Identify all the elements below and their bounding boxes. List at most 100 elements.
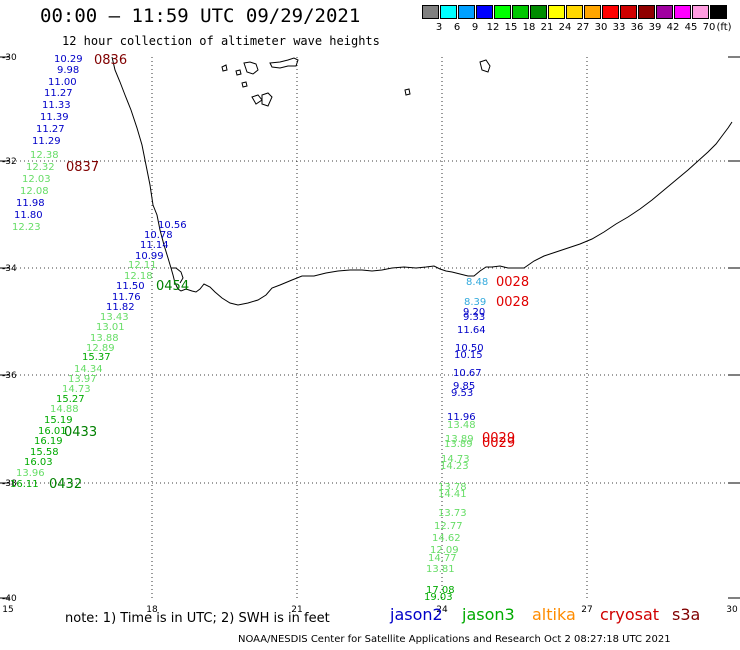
island — [269, 57, 299, 69]
legend-swatch — [710, 5, 727, 19]
credit-line: NOAA/NESDIS Center for Satellite Applica… — [238, 634, 671, 645]
wave-height-label: 11.00 — [48, 77, 77, 88]
wave-height-label: 10.67 — [453, 368, 482, 379]
satellite-name: jason3 — [462, 605, 515, 624]
wave-height-label: 11.82 — [106, 302, 135, 313]
legend-swatch — [566, 5, 583, 19]
wave-height-label: 13.81 — [426, 564, 455, 575]
lat-tick-label: -40 — [2, 594, 17, 604]
wave-height-label: 11.14 — [140, 240, 169, 251]
wave-height-label: 11.33 — [42, 100, 71, 111]
legend-swatch — [656, 5, 673, 19]
wave-height-label: 14.73 — [441, 454, 470, 465]
legend-swatch-label: 30 — [594, 22, 608, 33]
lon-tick-label: 24 — [436, 605, 448, 615]
legend-swatch-label: 27 — [576, 22, 590, 33]
lat-tick-label: -38 — [2, 479, 17, 489]
wave-height-label: 11.64 — [457, 325, 486, 336]
wave-height-label: 16.11 — [10, 479, 39, 490]
wave-height-label: 14.23 — [440, 461, 469, 472]
time-tag: 0028 — [496, 295, 529, 310]
time-tag: 0836 — [94, 53, 127, 68]
legend-swatch-label: 3 — [435, 22, 443, 33]
wave-height-label: 12.08 — [20, 186, 49, 197]
legend-swatch — [476, 5, 493, 19]
legend-swatch — [458, 5, 475, 19]
wave-height-label: 10.56 — [158, 220, 187, 231]
wave-height-label: 14.62 — [432, 533, 461, 544]
island — [241, 81, 248, 88]
wave-height-label: 14.88 — [50, 404, 79, 415]
wave-height-label: 8.39 — [464, 297, 486, 308]
wave-height-label: 10.50 — [455, 343, 484, 354]
wave-height-label: 11.50 — [116, 281, 145, 292]
wave-height-label: 15.58 — [30, 447, 59, 458]
legend-swatch — [602, 5, 619, 19]
satellite-name: s3a — [672, 605, 701, 624]
legend-swatch — [422, 5, 439, 19]
time-tag: 0028 — [496, 275, 529, 290]
legend-swatch — [638, 5, 655, 19]
wave-height-label: 11.80 — [14, 210, 43, 221]
island — [251, 94, 263, 105]
satellite-name: jason2 — [390, 605, 443, 624]
wave-height-label: 15.27 — [56, 394, 85, 405]
island — [261, 92, 273, 107]
wave-height-label: 13.89 — [444, 439, 473, 450]
wave-height-label: 13.78 — [438, 482, 467, 493]
wave-height-label: 11.76 — [112, 292, 141, 303]
wave-height-label: 16.03 — [24, 457, 53, 468]
island — [235, 69, 242, 76]
wave-height-label: 14.77 — [428, 553, 457, 564]
island — [221, 64, 228, 72]
legend-swatch-label: 6 — [453, 22, 461, 33]
time-tag: 0029 — [482, 436, 515, 451]
wave-height-label: 16.19 — [34, 436, 63, 447]
legend-swatch-label: 15 — [504, 22, 518, 33]
legend-swatch — [440, 5, 457, 19]
wave-height-label: 13.48 — [447, 420, 476, 431]
lat-tick-label: -36 — [2, 371, 17, 381]
wave-height-label: 11.27 — [44, 88, 73, 99]
legend-swatch-label: 70 — [702, 22, 716, 33]
legend-swatch-label: 36 — [630, 22, 644, 33]
wave-height-label: 15.19 — [44, 415, 73, 426]
lat-tick-label: -30 — [2, 53, 17, 63]
wave-height-label: 14.73 — [62, 384, 91, 395]
lon-tick-label: 27 — [581, 605, 592, 615]
legend-swatch-label: 39 — [648, 22, 662, 33]
wave-height-label: 13.89 — [445, 434, 474, 445]
legend-swatch-label: 12 — [486, 22, 500, 33]
wave-height-label: 12.23 — [12, 222, 41, 233]
island — [243, 61, 259, 75]
wave-height-label: 12.03 — [22, 174, 51, 185]
wave-height-label: 11.29 — [32, 136, 61, 147]
wave-height-label: 14.34 — [74, 364, 103, 375]
wave-height-label: 12.77 — [434, 521, 463, 532]
coastline-path — [111, 56, 733, 306]
wave-height-label: 11.39 — [40, 112, 69, 123]
wave-height-label: 14.41 — [438, 489, 467, 500]
wave-height-label: 9.85 — [453, 381, 475, 392]
wave-height-label: 8.48 — [466, 277, 488, 288]
wave-height-label: 13.01 — [96, 322, 125, 333]
wave-height-label: 12.18 — [124, 271, 153, 282]
legend-swatch-label: 24 — [558, 22, 572, 33]
legend-swatch-label: 9 — [471, 22, 479, 33]
legend-swatch — [584, 5, 601, 19]
wave-height-label: 11.98 — [16, 198, 45, 209]
wave-height-label: 9.98 — [57, 65, 79, 76]
satellite-name: cryosat — [600, 605, 660, 624]
legend-swatch — [692, 5, 709, 19]
legend-swatch-label: 42 — [666, 22, 680, 33]
lon-tick-label: 30 — [726, 605, 738, 615]
wave-height-label: 16.01 — [38, 426, 67, 437]
wave-height-label: 10.29 — [54, 54, 83, 65]
wave-height-label: 9.20 — [463, 307, 485, 318]
island — [404, 88, 411, 96]
legend-swatch — [530, 5, 547, 19]
legend-swatch-label: 18 — [522, 22, 536, 33]
wave-height-label: 17.08 — [426, 585, 455, 596]
